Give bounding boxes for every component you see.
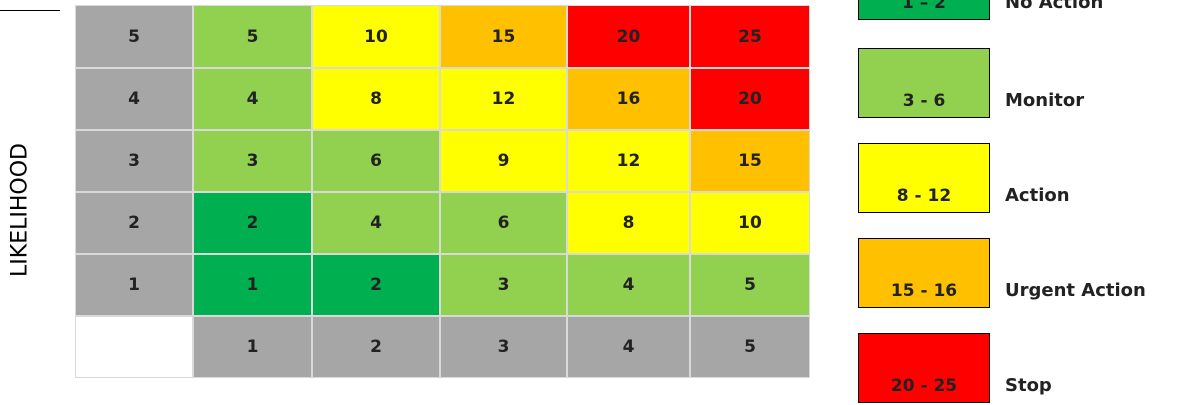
cell: 8 xyxy=(312,68,440,130)
cell: 5 xyxy=(193,5,312,68)
legend-swatch: 15 - 16 xyxy=(858,238,990,308)
cell: 12 xyxy=(440,68,567,130)
cell: 20 xyxy=(690,68,810,130)
legend-swatch: 20 - 25 xyxy=(858,333,990,403)
legend-label: Stop xyxy=(1005,375,1052,396)
cell: 1 xyxy=(75,254,193,316)
cell: 2 xyxy=(75,192,193,254)
legend-label: No Action xyxy=(1005,0,1104,13)
cell: 15 xyxy=(440,5,567,68)
cell: 6 xyxy=(312,130,440,192)
cell: 25 xyxy=(690,5,810,68)
cell xyxy=(75,316,193,378)
axis-label: LIKELIHOOD xyxy=(7,143,33,277)
cell: 4 xyxy=(312,192,440,254)
cell: 6 xyxy=(440,192,567,254)
legend-swatch: 1 – 2 xyxy=(858,0,990,20)
legend-label: Monitor xyxy=(1005,90,1085,111)
cell: 4 xyxy=(567,254,690,316)
cell: 4 xyxy=(567,316,690,378)
cell: 4 xyxy=(75,68,193,130)
cell: 12 xyxy=(567,130,690,192)
cell: 3 xyxy=(193,130,312,192)
top-rule xyxy=(0,10,60,11)
cell: 2 xyxy=(193,192,312,254)
legend-label: Urgent Action xyxy=(1005,280,1146,301)
cell: 5 xyxy=(690,254,810,316)
cell: 5 xyxy=(690,316,810,378)
cell: 3 xyxy=(440,316,567,378)
cell: 1 xyxy=(193,254,312,316)
cell: 10 xyxy=(312,5,440,68)
legend-label: Action xyxy=(1005,185,1070,206)
cell: 9 xyxy=(440,130,567,192)
cell: 3 xyxy=(440,254,567,316)
legend-swatch: 8 - 12 xyxy=(858,143,990,213)
cell: 3 xyxy=(75,130,193,192)
cell: 4 xyxy=(193,68,312,130)
cell: 10 xyxy=(690,192,810,254)
cell: 5 xyxy=(75,5,193,68)
legend-swatch: 3 - 6 xyxy=(858,48,990,118)
cell: 2 xyxy=(312,254,440,316)
cell: 15 xyxy=(690,130,810,192)
cell: 8 xyxy=(567,192,690,254)
cell: 20 xyxy=(567,5,690,68)
cell: 16 xyxy=(567,68,690,130)
cell: 2 xyxy=(312,316,440,378)
cell: 1 xyxy=(193,316,312,378)
